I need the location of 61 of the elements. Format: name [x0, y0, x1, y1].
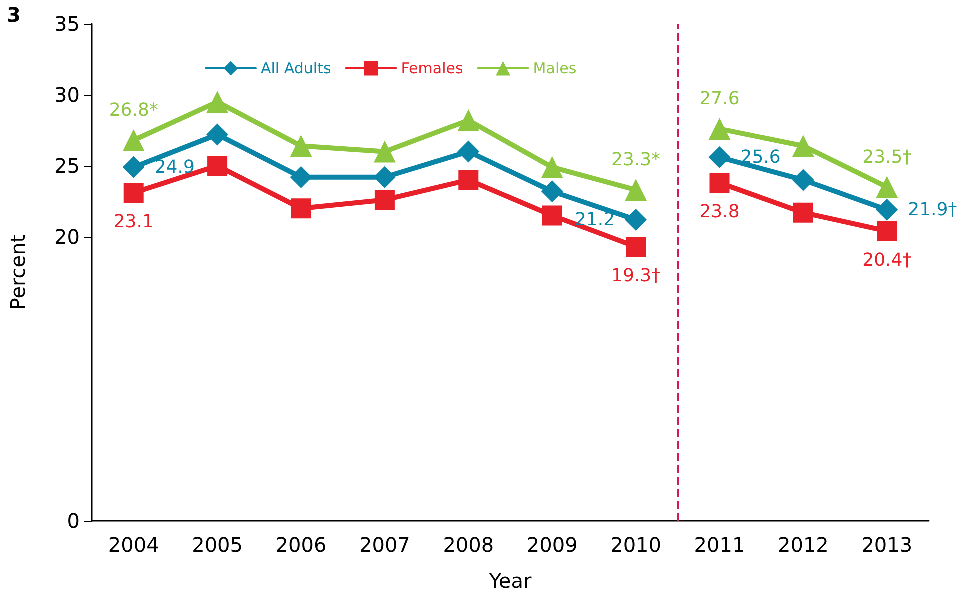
legend-label: All Adults	[261, 60, 332, 78]
x-tick-label: 2012	[778, 533, 829, 557]
x-tick-label: 2013	[862, 533, 913, 557]
point	[208, 156, 228, 176]
point	[541, 180, 564, 203]
point	[122, 156, 145, 178]
data-label: 20.4†	[862, 250, 912, 271]
point	[625, 208, 648, 231]
point	[876, 199, 898, 222]
point	[122, 129, 145, 152]
point	[626, 236, 646, 257]
data-label: 24.9	[154, 156, 195, 178]
data-label: 21.9†	[908, 200, 958, 221]
x-tick-label: 2005	[192, 533, 244, 557]
data-label: 25.6	[740, 146, 781, 168]
y-tick-label: 30	[54, 83, 80, 107]
x-tick-label: 2010	[610, 533, 662, 557]
legend-label: Females	[401, 60, 464, 78]
y-tick-label: 25	[54, 154, 80, 178]
point	[206, 124, 229, 146]
point	[792, 169, 814, 192]
point	[458, 140, 480, 163]
y-tick-label: 0	[67, 509, 80, 533]
x-tick-label: 2009	[526, 533, 578, 557]
y-tick-label: 20	[54, 225, 80, 249]
x-tick-label: 2006	[276, 533, 327, 557]
x-tick-label: 2007	[359, 533, 410, 557]
point	[792, 135, 814, 158]
data-label: 27.6	[700, 88, 740, 110]
point	[290, 135, 312, 158]
point	[374, 190, 395, 210]
legend-label: Males	[533, 60, 577, 78]
x-tick-label: 2008	[443, 533, 494, 557]
point	[877, 221, 898, 242]
data-label: 26.8*	[109, 100, 158, 121]
point	[710, 173, 730, 194]
point	[458, 170, 479, 190]
point	[291, 198, 312, 219]
point	[124, 182, 144, 203]
point	[876, 176, 898, 198]
point	[542, 206, 562, 226]
data-label: 23.5†	[862, 146, 912, 168]
point	[708, 146, 731, 168]
data-label: 23.1	[114, 211, 154, 232]
point	[206, 91, 229, 114]
data-label: 23.8	[700, 202, 740, 223]
chart-title: 3	[7, 3, 21, 27]
x-tick-label: 2004	[108, 533, 160, 557]
point	[458, 110, 480, 132]
data-label: 21.2	[574, 209, 616, 230]
data-label: 19.3†	[612, 265, 661, 286]
point	[541, 156, 564, 178]
x-axis-title: Year	[488, 569, 532, 593]
y-axis-title: Percent	[6, 234, 30, 310]
point	[374, 140, 396, 163]
x-tick-label: 2011	[694, 533, 746, 557]
data-label: 23.3*	[612, 150, 661, 171]
point	[708, 118, 731, 140]
point	[793, 202, 814, 223]
point	[625, 179, 648, 202]
y-tick-label: 35	[54, 12, 80, 36]
